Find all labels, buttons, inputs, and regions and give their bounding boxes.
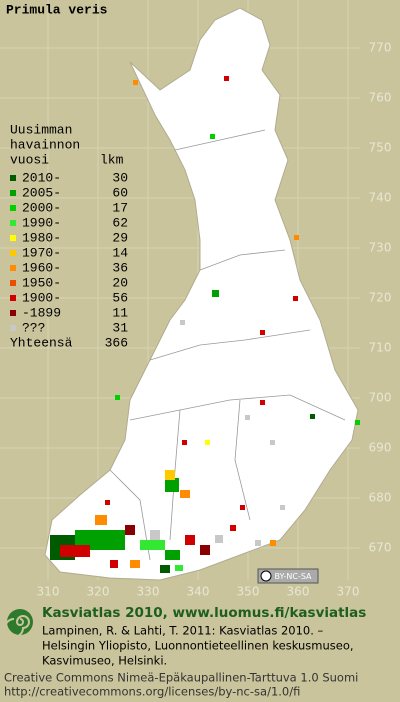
x-axis-label: 310 <box>37 585 60 599</box>
logo-spiral <box>4 615 30 638</box>
y-axis-label: 750 <box>369 141 392 155</box>
legend-count: 14 <box>112 245 128 260</box>
legend-heading: havainnon <box>10 137 80 152</box>
legend-label: 2005- <box>22 185 61 200</box>
legend-count: 29 <box>112 230 128 245</box>
y-axis-label: 670 <box>369 541 392 555</box>
legend-label: 1980- <box>22 230 61 245</box>
legend-count: 56 <box>112 290 128 305</box>
legend-count: 11 <box>112 305 128 320</box>
legend-swatch <box>10 280 16 286</box>
legend-label: 1950- <box>22 275 61 290</box>
legend-total: 366 <box>105 335 128 350</box>
legend-swatch <box>10 250 16 256</box>
finland-outline <box>44 7 359 581</box>
x-axis-label: 330 <box>137 585 160 599</box>
citation: Lampinen, R. & Lahti, T. 2011: Kasviatla… <box>42 624 324 638</box>
legend-label: 1970- <box>22 245 61 260</box>
footer: Kasviatlas 2010, www.luomus.fi/kasviatla… <box>4 605 366 699</box>
x-axis-label: 370 <box>337 585 360 599</box>
legend-count: 17 <box>112 200 128 215</box>
x-axis-label: 340 <box>187 585 210 599</box>
legend-swatch <box>10 235 16 241</box>
license-text: Creative Commons Nimeä-Epäkaupallinen-Ta… <box>4 671 358 685</box>
legend-swatch <box>10 310 16 316</box>
x-axis-label: 360 <box>287 585 310 599</box>
legend-heading: Uusimman <box>10 122 72 137</box>
legend-total-label: Yhteensä <box>10 335 73 350</box>
legend-count: 62 <box>112 215 128 230</box>
legend-heading: vuosi <box>10 152 49 167</box>
footer-title: Kasviatlas 2010, www.luomus.fi/kasviatla… <box>42 605 366 621</box>
legend-count: 60 <box>112 185 128 200</box>
legend-swatch <box>10 205 16 211</box>
license-badge: BY-NC-SA <box>257 568 319 584</box>
y-axis-label: 760 <box>369 91 392 105</box>
legend-count: 20 <box>112 275 128 290</box>
legend-label: 1990- <box>22 215 61 230</box>
y-axis-label: 730 <box>369 241 392 255</box>
y-axis-label: 710 <box>369 341 392 355</box>
citation: Kasvimuseo, Helsinki. <box>42 654 167 668</box>
citation: Helsingin Yliopisto, Luonnontieteellinen… <box>42 639 354 653</box>
legend-count: 36 <box>112 260 128 275</box>
y-axis-label: 680 <box>369 491 392 505</box>
x-axis-label: 320 <box>87 585 110 599</box>
y-axis-label: 690 <box>369 441 392 455</box>
legend-label: -1899 <box>22 305 61 320</box>
legend-count: 30 <box>112 170 128 185</box>
y-axis-label: 770 <box>369 41 392 55</box>
legend-swatch <box>10 220 16 226</box>
occurrence-squares <box>50 76 360 573</box>
legend-swatch <box>10 265 16 271</box>
legend: Uusimman havainnon vuosi lkm Yhteensä 36… <box>10 122 128 350</box>
license-url: http://creativecommons.org/licenses/by-n… <box>4 685 300 699</box>
legend-count-heading: lkm <box>100 152 124 167</box>
legend-swatch <box>10 190 16 196</box>
legend-label: 1960- <box>22 260 61 275</box>
province-borders <box>109 129 346 561</box>
legend-swatch <box>10 295 16 301</box>
legend-swatch <box>10 325 16 331</box>
y-axis-label: 720 <box>369 291 392 305</box>
legend-label: 1900- <box>22 290 61 305</box>
legend-label: 2000- <box>22 200 61 215</box>
legend-swatch <box>10 175 16 181</box>
legend-label: 2010- <box>22 170 61 185</box>
legend-count: 31 <box>112 320 128 335</box>
legend-label: ??? <box>22 320 45 335</box>
y-axis-label: 740 <box>369 191 392 205</box>
x-axis-label: 350 <box>237 585 260 599</box>
license-badge-text: BY-NC-SA <box>274 572 312 581</box>
map-title: Primula veris <box>6 2 108 17</box>
logo <box>7 609 33 635</box>
y-axis-label: 700 <box>369 391 392 405</box>
